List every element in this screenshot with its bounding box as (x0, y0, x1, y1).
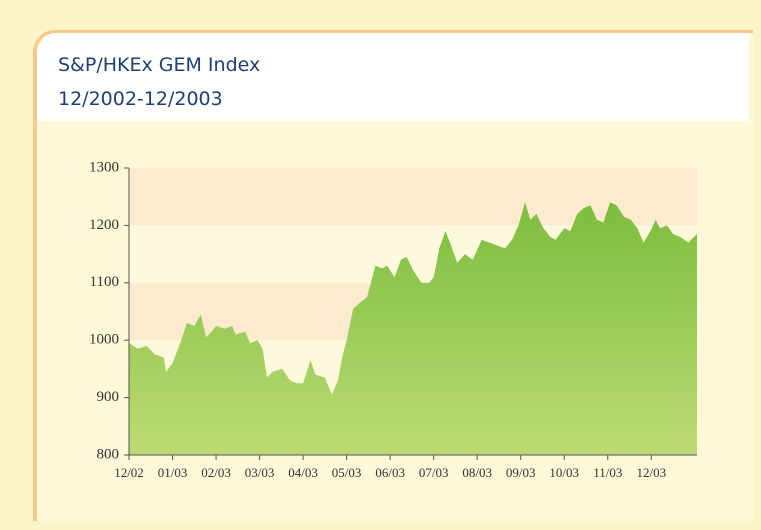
y-tick-label: 1300 (89, 159, 119, 175)
x-tick-label: 02/03 (201, 465, 231, 480)
grid-band (129, 168, 697, 226)
x-tick-label: 07/03 (419, 465, 449, 480)
x-tick-label: 05/03 (332, 465, 362, 480)
area (129, 202, 697, 455)
y-tick-label: 800 (97, 446, 120, 462)
x-tick-label: 09/03 (506, 465, 536, 480)
x-tick-label: 03/03 (245, 465, 275, 480)
x-tick-label: 08/03 (462, 465, 492, 480)
chart-title: S&P/HKEx GEM Index (58, 54, 261, 76)
x-tick-label: 06/03 (375, 465, 405, 480)
chart-subtitle: 12/2002-12/2003 (58, 88, 223, 110)
header (37, 33, 749, 121)
x-tick-label: 04/03 (288, 465, 318, 480)
x-tick-label: 12/03 (636, 465, 666, 480)
x-tick-label: 11/03 (593, 465, 622, 480)
x-tick-label: 10/03 (549, 465, 579, 480)
y-tick-label: 1100 (90, 274, 119, 290)
y-tick-label: 1000 (89, 332, 119, 348)
y-tick-label: 1200 (89, 217, 119, 233)
x-tick-label: 01/03 (158, 465, 188, 480)
x-tick-label: 12/02 (114, 465, 144, 480)
y-tick-label: 900 (97, 389, 120, 405)
